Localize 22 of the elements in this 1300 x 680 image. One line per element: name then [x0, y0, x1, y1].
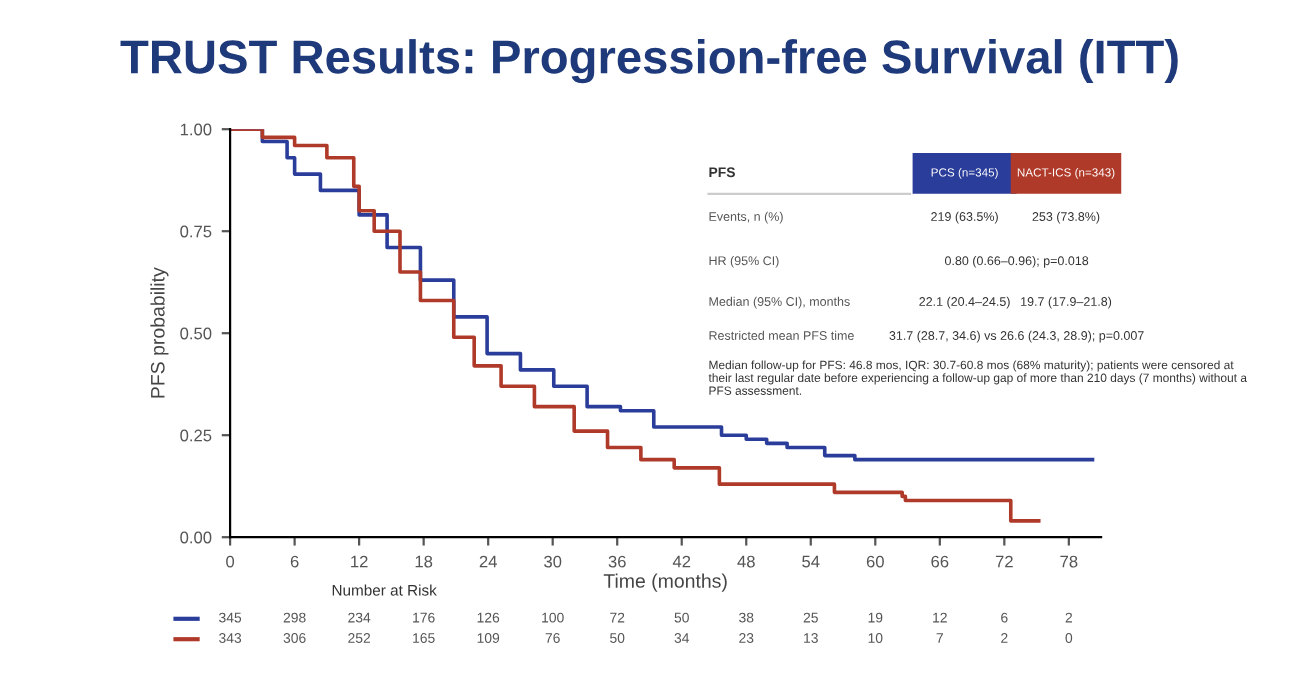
y-tick-label: 0.75: [180, 225, 212, 238]
x-tick-label: 60: [866, 555, 884, 568]
y-axis-title: PFS probability: [150, 267, 169, 398]
x-tick-label: 18: [415, 555, 433, 568]
x-axis-title: Time (months): [603, 573, 727, 592]
x-tick-label: 54: [802, 555, 820, 568]
x-tick-label: 72: [995, 555, 1013, 568]
x-tick-label: 48: [737, 555, 755, 568]
x-tick-label: 66: [931, 555, 949, 568]
x-tick-label: 0: [226, 555, 235, 568]
y-tick-label: 0.50: [180, 327, 212, 340]
x-tick-label: 78: [1060, 555, 1078, 568]
x-tick-label: 6: [290, 555, 299, 568]
x-tick-label: 30: [544, 555, 562, 568]
x-tick-label: 42: [672, 555, 691, 568]
y-tick-label: 0.25: [180, 429, 212, 442]
x-tick-label: 24: [479, 555, 497, 568]
x-tick-label: 36: [608, 555, 626, 568]
x-tick-label: 12: [351, 555, 368, 568]
chart-title: TRUST Results: Progression-free Survival (ITT): [120, 39, 1178, 84]
y-tick-label: 0.00: [180, 531, 212, 544]
y-tick-label: 1.00: [180, 123, 212, 136]
